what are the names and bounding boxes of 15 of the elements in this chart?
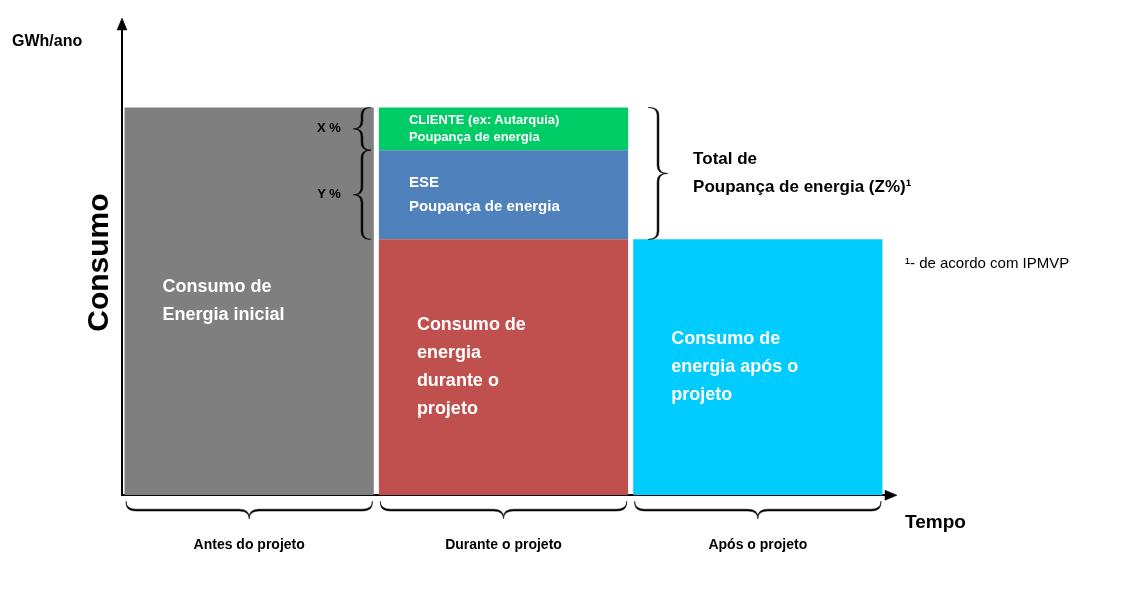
annotation: Total de Poupança de energia (Z%)¹ bbox=[693, 149, 912, 197]
series-label: Consumo de energia após o projeto bbox=[671, 328, 799, 405]
series-label: Consumo de Energia inicial bbox=[162, 276, 285, 325]
x-tick-label: Após o projeto bbox=[708, 536, 808, 553]
series-label: CLIENTE (ex: Autarquia) Poupança de energia bbox=[408, 111, 560, 144]
series-label: ESE Poupança de energia bbox=[408, 172, 561, 214]
series-label: Consumo de energia durante o projeto bbox=[416, 314, 526, 419]
text: GWh/ano bbox=[12, 32, 83, 50]
x-tick-label: Antes do projeto bbox=[193, 536, 305, 553]
x-tick-label: Durante o projeto bbox=[445, 536, 562, 553]
text: ¹- de acordo com IPMVP bbox=[905, 254, 1070, 272]
x-axis-title: Tempo bbox=[905, 511, 966, 533]
annotation: Y % bbox=[317, 186, 342, 202]
annotation: X % bbox=[317, 120, 342, 136]
y-axis-title: Consumo bbox=[81, 193, 115, 332]
